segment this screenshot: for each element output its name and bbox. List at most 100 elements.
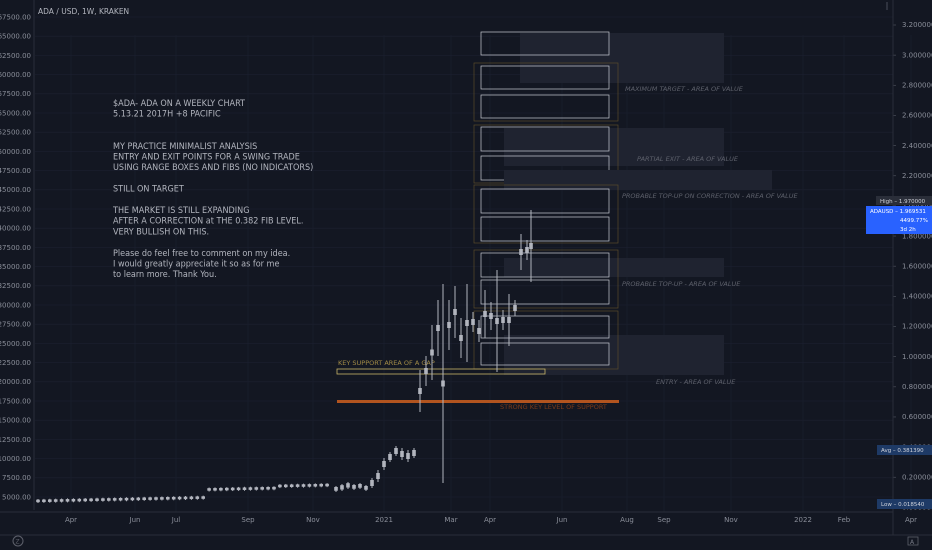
value-zone-border[interactable] xyxy=(473,249,619,309)
left-axis-label: 57500.00 xyxy=(0,90,31,98)
left-axis-label: 25000.00 xyxy=(0,340,31,348)
zone-label: ENTRY - AREA OF VALUE xyxy=(656,378,736,386)
candle-body xyxy=(59,499,64,502)
left-axis-label: 67500.00 xyxy=(0,13,31,21)
note-line: to learn more. Thank You. xyxy=(113,270,217,280)
value-zones: MAXIMUM TARGET - AREA OF VALUE PARTIAL EX… xyxy=(473,31,799,386)
candle-body xyxy=(301,484,306,487)
candle-body xyxy=(501,317,505,323)
range-box[interactable] xyxy=(480,31,610,56)
candle-body xyxy=(130,497,135,501)
left-axis-label: 62500.00 xyxy=(0,52,31,60)
time-axis-label: Jun xyxy=(556,516,568,524)
candle-body xyxy=(307,484,312,487)
candle-body xyxy=(71,498,76,502)
candle-body xyxy=(65,499,70,502)
candle-body xyxy=(352,485,356,489)
value-zone-border[interactable] xyxy=(473,310,619,370)
time-axis-label: Nov xyxy=(306,516,320,524)
strong-support-line[interactable] xyxy=(337,400,619,403)
low-badge-text: Low – 0.018540 xyxy=(881,502,925,508)
time-axis-label: Mar xyxy=(444,516,457,524)
candle-body xyxy=(334,487,338,491)
time-axis-label: Apr xyxy=(484,516,496,524)
tradingview-logo-icon[interactable]: Z xyxy=(12,535,24,547)
left-axis-label: 42500.00 xyxy=(0,205,31,213)
left-price-axis[interactable]: 67500.00 65000.00 62500.00 60000.00 57500.00… xyxy=(0,13,31,501)
note-line: $ADA- ADA ON A WEEKLY CHART xyxy=(113,99,245,109)
key-support-box[interactable] xyxy=(336,368,546,375)
right-axis-label: 1.400000 xyxy=(902,293,932,301)
candle-body xyxy=(112,498,117,501)
time-axis-label: Sep xyxy=(657,516,671,524)
time-axis-label: Apr xyxy=(905,516,917,524)
candle-body xyxy=(177,496,182,500)
value-zone-border[interactable] xyxy=(473,184,619,244)
candle-body xyxy=(142,497,146,501)
range-box[interactable] xyxy=(480,94,610,119)
time-axis[interactable]: Apr Jun Jul Sep Nov 2021 Mar Apr Jun Aug Sep Nov 202… xyxy=(65,516,917,524)
right-axis-label: 0.200000 xyxy=(902,473,932,481)
value-zone-fill xyxy=(504,170,772,190)
candle-body xyxy=(507,317,511,323)
note-line: MY PRACTICE MINIMALIST ANALYSIS xyxy=(113,142,257,152)
candle-body xyxy=(358,484,362,488)
candle-body xyxy=(83,498,87,502)
range-box[interactable] xyxy=(480,126,610,152)
high-badge-text: High – 1.970000 xyxy=(880,199,926,205)
left-axis-label: 7500.00 xyxy=(2,474,31,482)
time-axis-label: Jul xyxy=(171,516,181,524)
time-axis-label: Aug xyxy=(620,516,634,524)
left-axis-label: 40000.00 xyxy=(0,225,31,233)
candle-body xyxy=(136,497,141,501)
range-box[interactable] xyxy=(480,279,610,305)
candle-body xyxy=(118,497,123,501)
candle-body xyxy=(436,325,440,331)
candle-body xyxy=(400,451,404,457)
candle-body xyxy=(154,497,158,500)
avg-badge: Avg – 0.381390 xyxy=(877,445,932,455)
high-badge: High – 1.970000 xyxy=(876,196,932,205)
left-axis-label: 22500.00 xyxy=(0,359,31,367)
candle-body xyxy=(266,486,270,490)
left-axis-label: 65000.00 xyxy=(0,33,31,41)
value-zone-fill xyxy=(504,258,724,277)
candle-body xyxy=(260,487,264,490)
last-price-text: ADAUSD – 1.969531 xyxy=(870,209,926,215)
candle-body xyxy=(394,448,398,454)
candles xyxy=(36,210,533,503)
note-line: I would greatly appreciate it so as for … xyxy=(113,260,279,270)
settings-icon[interactable]: A xyxy=(907,536,919,546)
candle-body xyxy=(278,484,282,488)
candle-body xyxy=(107,498,111,501)
candle-body xyxy=(124,497,129,501)
low-badge: Low – 0.018540 xyxy=(877,499,932,509)
candle-body xyxy=(160,497,164,500)
left-axis-label: 15000.00 xyxy=(0,417,31,425)
time-axis-label: Jun xyxy=(129,516,141,524)
range-box[interactable] xyxy=(480,216,610,242)
right-axis-label: 1.200000 xyxy=(902,323,932,331)
candle-body xyxy=(388,454,392,460)
change-pct-text: 4499.77% xyxy=(900,218,928,224)
right-axis-label: 3.200000 xyxy=(902,21,932,29)
range-box[interactable] xyxy=(480,315,610,339)
range-box[interactable] xyxy=(480,252,610,278)
candle-body xyxy=(189,496,194,500)
value-zone-border[interactable] xyxy=(473,62,619,122)
range-box[interactable] xyxy=(480,342,610,366)
candle-body xyxy=(513,305,517,311)
candle-body xyxy=(495,318,499,324)
range-box[interactable] xyxy=(480,188,610,214)
candle-body xyxy=(477,328,481,334)
candle-body xyxy=(483,311,487,317)
last-price-badge: ADAUSD – 1.969531 4499.77% 3d 2h xyxy=(866,206,932,234)
candle-body xyxy=(207,488,211,491)
left-axis-label: 27500.00 xyxy=(0,321,31,329)
range-box[interactable] xyxy=(480,65,610,90)
